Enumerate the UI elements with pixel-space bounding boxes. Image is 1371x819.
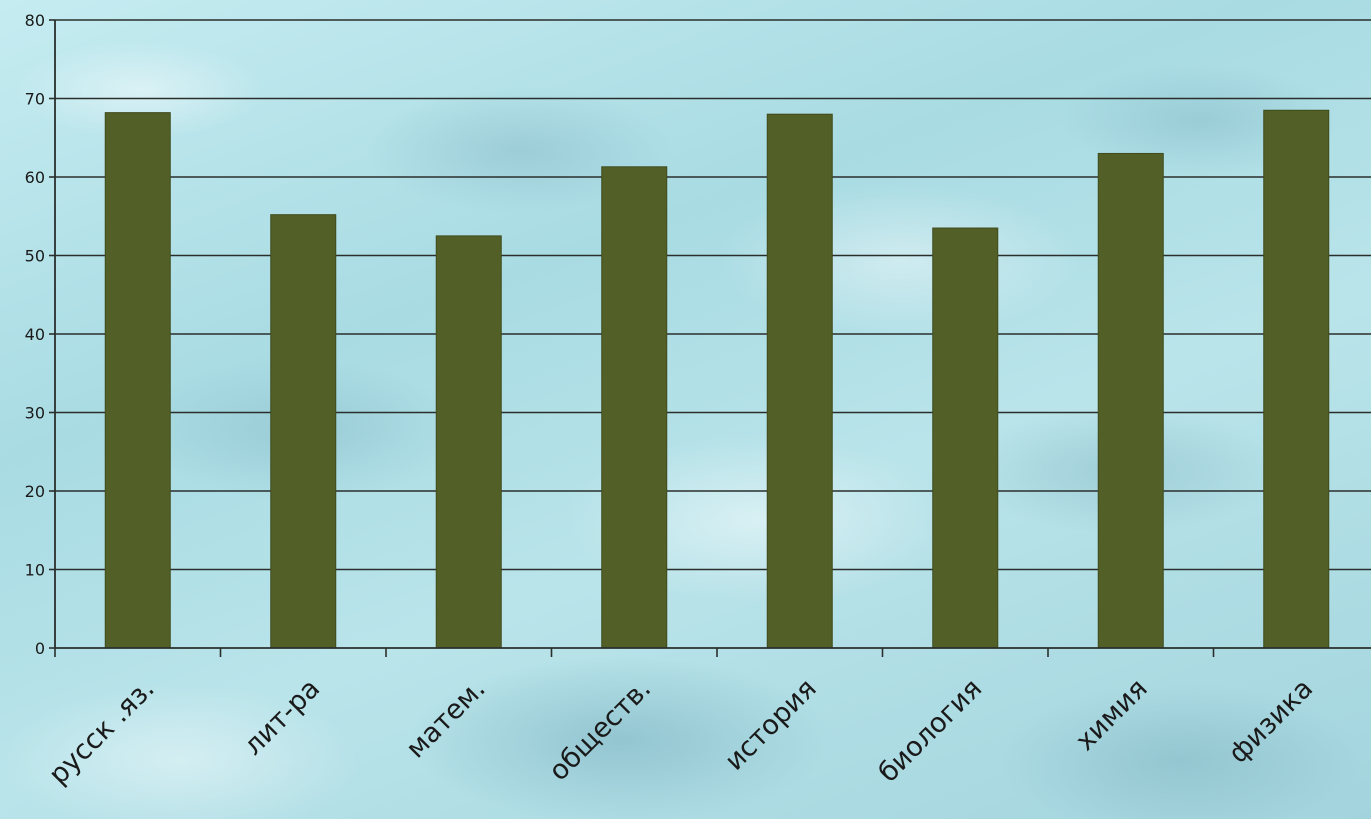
- x-category-label: история: [719, 673, 823, 777]
- x-category-label: лит-ра: [238, 673, 326, 761]
- bar: [601, 166, 668, 649]
- bar: [270, 214, 337, 649]
- bar: [104, 112, 171, 649]
- bars: [104, 109, 1330, 649]
- x-category-label: физика: [1223, 673, 1319, 769]
- bar: [1263, 109, 1330, 649]
- x-category-label: русск .яз.: [43, 673, 161, 791]
- bar: [932, 227, 999, 649]
- y-tick-label: 0: [35, 639, 45, 658]
- bar: [766, 113, 833, 649]
- axes: [54, 20, 1371, 657]
- grid-lines: [49, 19, 1371, 649]
- y-tick-label: 20: [25, 482, 45, 501]
- y-tick-label: 80: [25, 11, 45, 30]
- x-axis-labels: русск .яз. лит-ра матем. обществ. история био…: [43, 673, 1319, 791]
- y-tick-label: 40: [25, 325, 45, 344]
- y-tick-label: 70: [25, 90, 45, 109]
- x-category-label: обществ.: [543, 673, 657, 787]
- y-tick-label: 30: [25, 404, 45, 423]
- y-tick-label: 10: [25, 561, 45, 580]
- y-tick-label: 60: [25, 168, 45, 187]
- y-axis-labels: 0 10 20 30 40 50 60 70 80: [25, 11, 45, 658]
- bar: [1097, 152, 1164, 649]
- bar: [435, 235, 502, 649]
- x-category-label: химия: [1070, 673, 1154, 757]
- y-tick-label: 50: [25, 247, 45, 266]
- x-category-label: матем.: [400, 673, 491, 764]
- x-category-label: биология: [873, 673, 989, 789]
